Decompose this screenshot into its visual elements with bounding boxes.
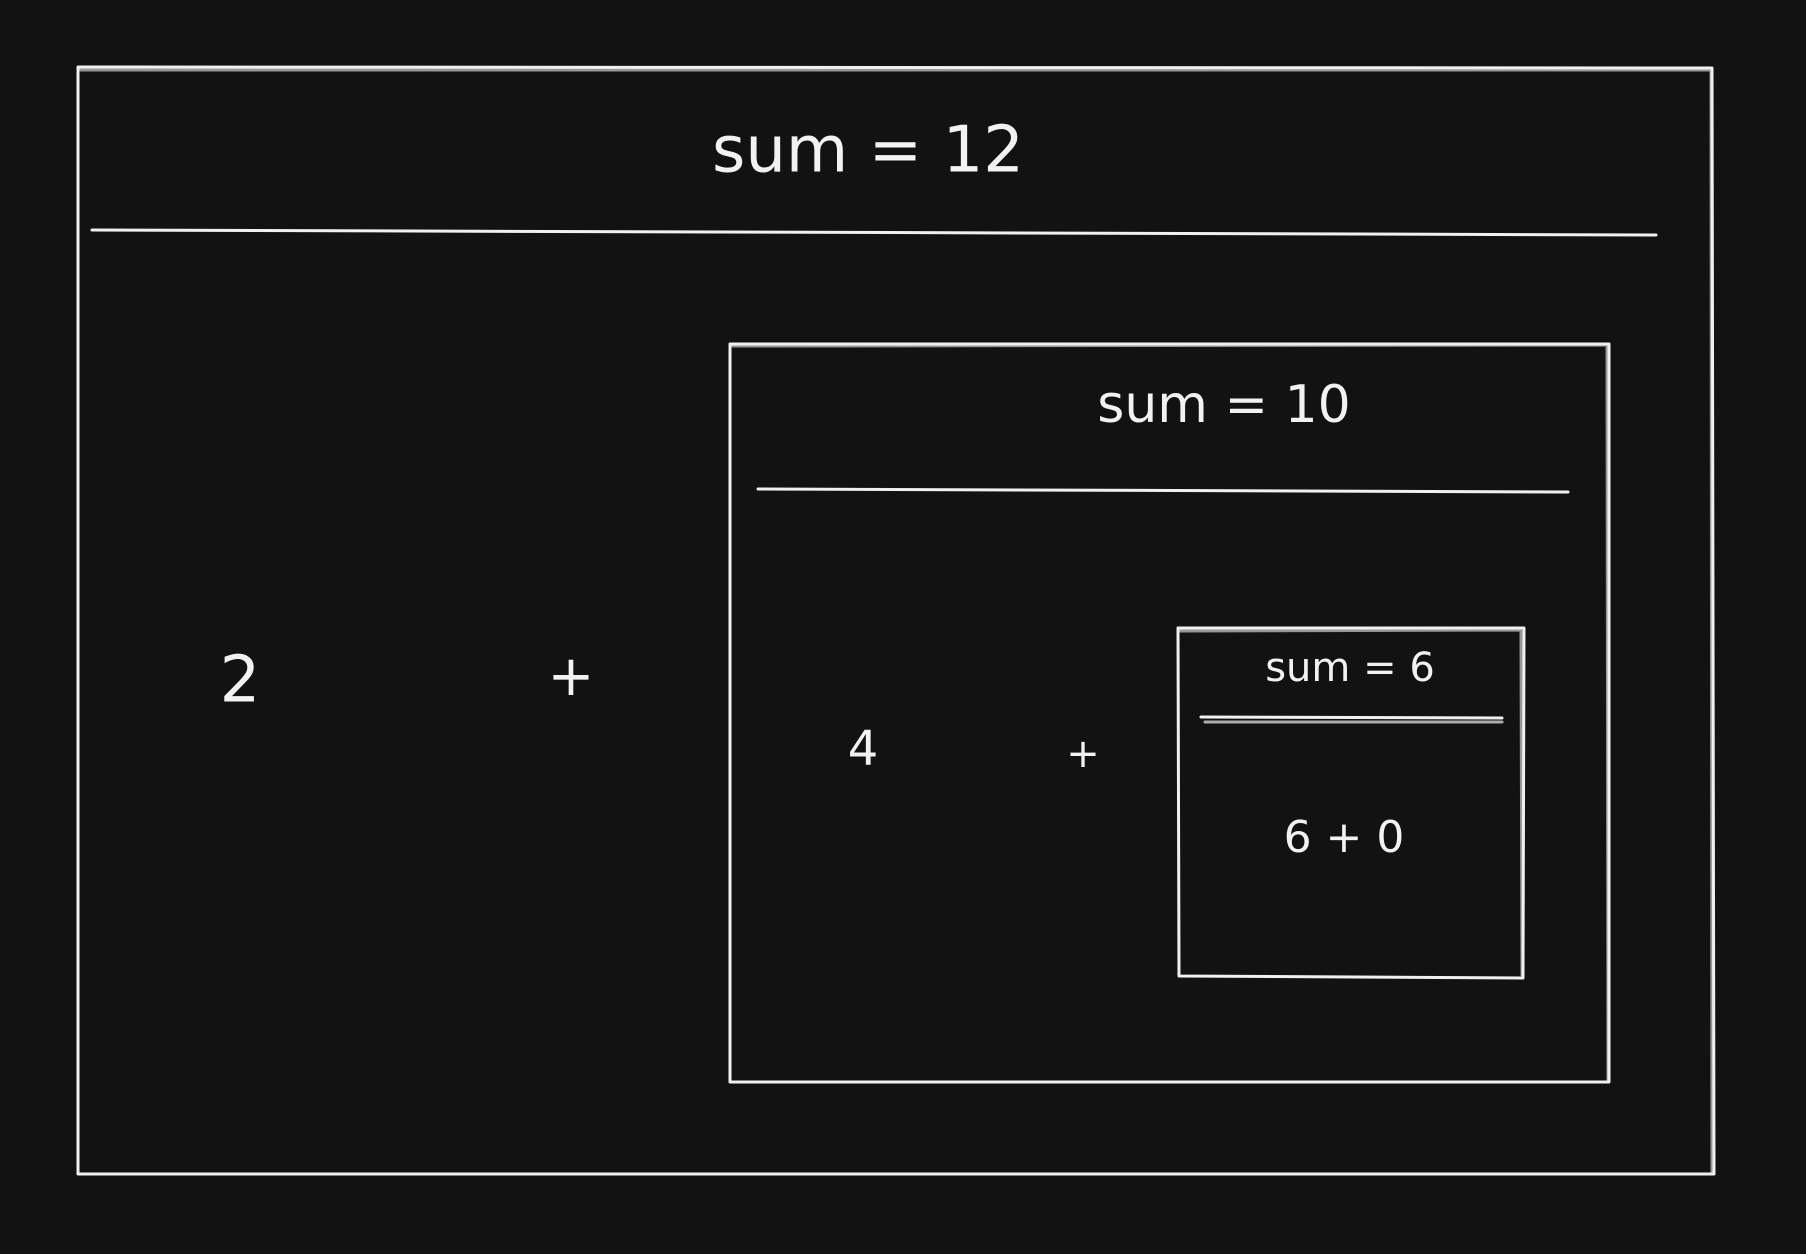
outer-header: sum = 12 [712,114,1024,188]
outer-frame: sum = 12 2 + [76,65,1716,1176]
middle-left-operand: 4 [848,721,879,777]
inner-body-expression: 6 + 0 [1284,812,1405,863]
middle-frame: sum = 10 4 + [728,342,1611,1084]
middle-divider [756,487,1570,494]
inner-frame: sum = 6 6 + 0 [1176,626,1526,980]
outer-divider [90,228,1658,237]
outer-plus-operator: + [548,644,595,709]
middle-plus-operator: + [1066,731,1100,777]
inner-header: sum = 6 [1265,645,1435,691]
middle-header: sum = 10 [1097,375,1351,435]
outer-left-operand: 2 [220,644,261,718]
inner-divider [1199,715,1504,720]
